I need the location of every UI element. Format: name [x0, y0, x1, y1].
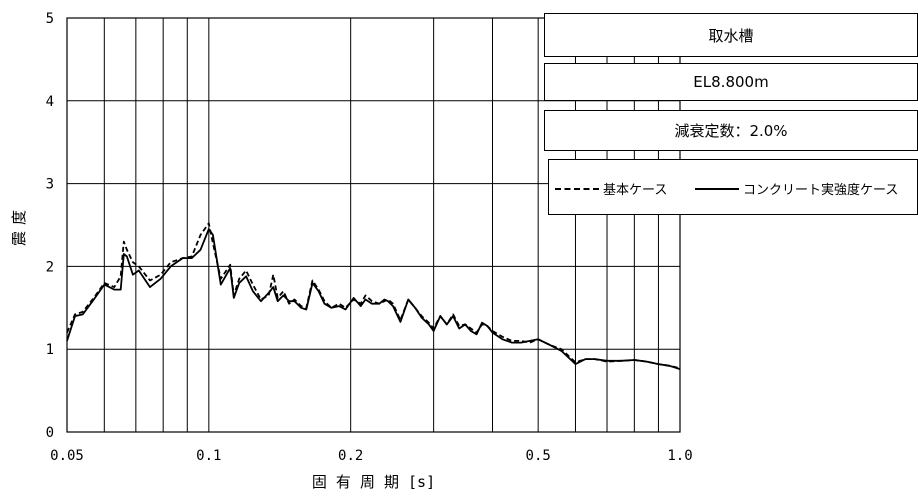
legend-swatch-dashed [555, 187, 599, 190]
legend: 基本ケース コンクリート実強度ケース [548, 159, 918, 215]
legend-label-concrete: コンクリート実強度ケース [743, 183, 899, 198]
title-box-structure: 取水槽 [544, 13, 918, 57]
x-axis-label: 固 有 周 期 [s] [312, 473, 435, 491]
series-line-base [66, 222, 681, 370]
y-tick-label: 2 [46, 259, 54, 275]
legend-swatch-solid [695, 187, 739, 190]
x-tick-label: 0.5 [526, 448, 551, 464]
y-tick-label: 1 [46, 342, 54, 358]
x-tick-label: 1.0 [667, 448, 692, 464]
series-line-concrete [66, 228, 681, 370]
legend-item-concrete: コンクリート実強度ケース [695, 179, 898, 198]
y-tick-label: 3 [46, 177, 54, 193]
plot-frame [66, 17, 681, 433]
title-box-damping: 減衰定数：2.0% [544, 110, 918, 151]
x-tick-label: 0.1 [196, 448, 221, 464]
legend-label-base: 基本ケース [603, 183, 668, 198]
title-structure: 取水槽 [708, 26, 754, 45]
tick-layer: 0 1 2 3 4 5 0.05 0.1 0.2 0.5 1.0 固 有 周 期 [s] 震度 [10, 11, 693, 491]
y-tick-label: 5 [46, 11, 54, 27]
y-tick-label: 0 [46, 425, 54, 441]
y-axis-label: 震度 [10, 204, 28, 246]
series-layer [66, 222, 681, 370]
title-damping: 減衰定数：2.0% [674, 122, 788, 140]
x-tick-label: 0.05 [50, 448, 84, 464]
title-elevation: EL8.800m [693, 73, 769, 91]
legend-item-base: 基本ケース [555, 179, 667, 198]
title-box-elevation: EL8.800m [544, 63, 918, 101]
y-tick-label: 4 [46, 94, 54, 110]
x-tick-label: 0.2 [338, 448, 363, 464]
